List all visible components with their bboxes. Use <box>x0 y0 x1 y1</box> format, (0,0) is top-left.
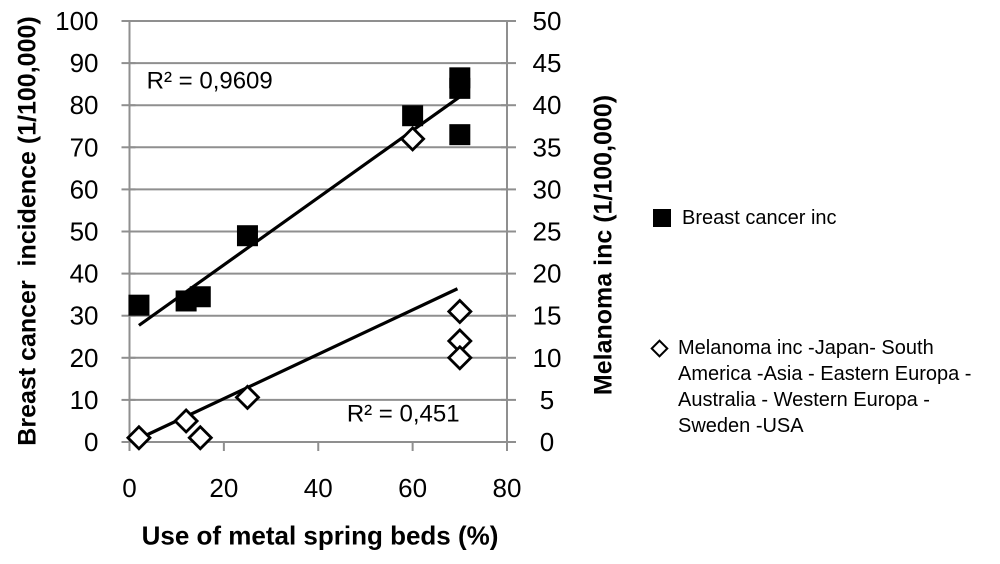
data-point-filled-square <box>449 124 471 146</box>
data-point-open-diamond <box>446 344 473 371</box>
right-tick-label: 35 <box>533 132 562 162</box>
left-tick-label: 10 <box>70 385 99 415</box>
data-point-filled-square <box>402 105 424 127</box>
x-axis-title: Use of metal spring beds (%) <box>141 520 499 551</box>
x-tick-label: 0 <box>122 473 136 503</box>
filled-square-icon <box>653 209 671 227</box>
right-tick-label: 50 <box>533 6 562 36</box>
data-point-open-diamond <box>125 424 152 451</box>
right-tick-label: 10 <box>533 343 562 373</box>
right-y-axis-title: Melanoma inc (1/100,000) <box>589 94 618 396</box>
left-tick-label: 0 <box>84 427 98 457</box>
x-tick-label: 20 <box>209 473 238 503</box>
left-tick-label: 80 <box>70 90 99 120</box>
legend-label-melanoma: Melanoma inc -Japan- South America -Asia… <box>678 337 972 437</box>
data-point-filled-square <box>128 294 150 316</box>
left-y-axis-title: Breast cancer incidence (1/100,000) <box>13 16 42 446</box>
r-squared-label: R² = 0,451 <box>347 400 460 427</box>
trendline <box>138 287 459 441</box>
legend-label-breast-cancer: Breast cancer inc <box>682 207 837 229</box>
data-point-open-diamond <box>446 298 473 325</box>
data-point-open-diamond <box>173 407 200 434</box>
data-point-filled-square <box>236 225 258 247</box>
data-point-filled-square <box>449 77 471 99</box>
open-diamond-icon <box>650 339 669 358</box>
legend-entry-breast-cancer: Breast cancer inc <box>653 206 837 230</box>
data-point-open-diamond <box>234 384 261 411</box>
right-tick-label: 0 <box>540 427 554 457</box>
left-tick-label: 30 <box>70 301 99 331</box>
right-tick-label: 15 <box>533 301 562 331</box>
r-squared-label: R² = 0,9609 <box>147 67 273 94</box>
left-tick-label: 50 <box>70 217 99 247</box>
data-point-open-diamond <box>399 125 426 152</box>
x-tick-label: 40 <box>304 473 333 503</box>
right-tick-label: 20 <box>533 259 562 289</box>
right-tick-label: 25 <box>533 217 562 247</box>
left-tick-label: 40 <box>70 259 99 289</box>
right-tick-label: 30 <box>533 174 562 204</box>
right-tick-label: 40 <box>533 90 562 120</box>
legend-entry-melanoma: Melanoma inc -Japan- South America -Asia… <box>650 335 972 439</box>
left-tick-label: 60 <box>70 174 99 204</box>
left-tick-label: 100 <box>55 6 98 36</box>
right-tick-label: 5 <box>540 385 554 415</box>
x-tick-label: 60 <box>398 473 427 503</box>
x-tick-label: 80 <box>493 473 522 503</box>
left-tick-label: 20 <box>70 343 99 373</box>
data-point-filled-square <box>189 286 211 308</box>
right-tick-label: 45 <box>533 48 562 78</box>
left-tick-label: 90 <box>70 48 99 78</box>
data-point-open-diamond <box>187 424 214 451</box>
left-tick-label: 70 <box>70 132 99 162</box>
